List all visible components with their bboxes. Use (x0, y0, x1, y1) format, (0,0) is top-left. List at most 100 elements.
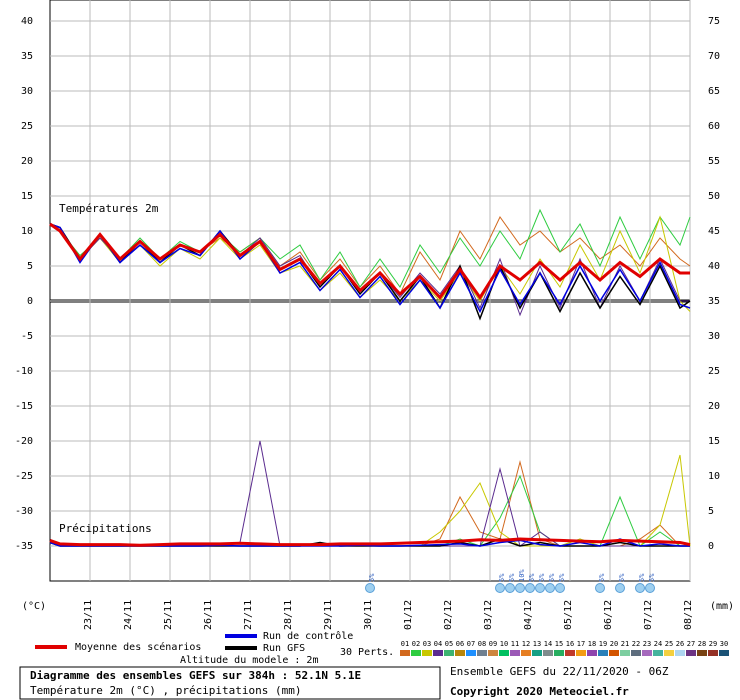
y-tick-label: 20 (21, 156, 33, 167)
snow-label: 5% (618, 573, 626, 582)
member-label: 08 (478, 640, 486, 648)
member-swatch (521, 650, 531, 656)
y2-tick-label: 30 (708, 331, 720, 342)
member-label: 01 (401, 640, 409, 648)
member-swatch (642, 650, 652, 656)
y2-tick-label: 10 (708, 471, 720, 482)
precip-label: Précipitations (59, 522, 152, 535)
lines (49, 208, 691, 547)
y2-tick-label: 75 (708, 16, 720, 27)
member-swatch (686, 650, 696, 656)
snow-label: 5% (558, 573, 566, 582)
x-tick-label: 03/12 (483, 600, 494, 630)
member-label: 24 (654, 640, 662, 648)
member-label: 27 (687, 640, 695, 648)
y-tick-label: -5 (21, 331, 33, 342)
snow-label: 5% (598, 573, 606, 582)
snow-flake (635, 583, 645, 593)
member-label: 19 (599, 640, 607, 648)
y-tick-label: -20 (15, 436, 33, 447)
snow-flake (535, 583, 545, 593)
temp-label: Températures 2m (59, 202, 159, 215)
y2-tick-label: 5 (708, 506, 714, 517)
y-tick-label: -25 (15, 471, 33, 482)
member-swatch (697, 650, 707, 656)
member-swatch (598, 650, 608, 656)
y2-tick-label: 25 (708, 366, 720, 377)
member-temp-line (49, 215, 691, 312)
y-tick-label: 30 (21, 86, 33, 97)
snow-flake (515, 583, 525, 593)
member-label: 18 (588, 640, 596, 648)
member-swatch (499, 650, 509, 656)
snow-flake (365, 583, 375, 593)
x-tick-label: 30/11 (363, 600, 374, 630)
member-swatch (631, 650, 641, 656)
member-label: 17 (577, 640, 585, 648)
member-label: 22 (632, 640, 640, 648)
snow-label: 5% (538, 573, 546, 582)
member-swatch (433, 650, 443, 656)
member-swatch (664, 650, 674, 656)
member-swatch (510, 650, 520, 656)
member-swatch (488, 650, 498, 656)
member-label: 11 (511, 640, 519, 648)
y-unit: (°C) (22, 601, 46, 612)
x-tick-label: 29/11 (323, 600, 334, 630)
member-swatch (400, 650, 410, 656)
y-tick-label: -10 (15, 366, 33, 377)
y-tick-label: -15 (15, 401, 33, 412)
legend-label: Moyenne des scénarios (75, 641, 201, 653)
snow-label: 10% (518, 569, 526, 582)
x-tick-label: 27/11 (243, 600, 254, 630)
y-tick-label: -35 (15, 541, 33, 552)
member-label: 10 (500, 640, 508, 648)
footer-title: Diagramme des ensembles GEFS sur 384h : … (30, 669, 361, 682)
member-swatch (444, 650, 454, 656)
x-tick-label: 23/11 (83, 600, 94, 630)
snow-flake (645, 583, 655, 593)
x-tick-label: 08/12 (683, 600, 694, 630)
member-swatch (477, 650, 487, 656)
member-swatch (466, 650, 476, 656)
member-swatch (532, 650, 542, 656)
y2-tick-label: 45 (708, 226, 720, 237)
member-label: 20 (610, 640, 618, 648)
member-label: 23 (643, 640, 651, 648)
x-tick-label: 05/12 (563, 600, 574, 630)
x-tick-label: 07/12 (643, 600, 654, 630)
member-label: 12 (522, 640, 530, 648)
perts-label: 30 Perts. (340, 647, 394, 658)
member-label: 29 (709, 640, 717, 648)
snow-flake (545, 583, 555, 593)
y-tick-label: 0 (27, 296, 33, 307)
temp-line (49, 223, 691, 314)
snow-flake (595, 583, 605, 593)
temp-line (49, 222, 690, 301)
member-label: 15 (555, 640, 563, 648)
member-label: 09 (489, 640, 497, 648)
member-swatch (455, 650, 465, 656)
member-swatch (609, 650, 619, 656)
run-info: Ensemble GEFS du 22/11/2020 - 06Z (450, 665, 669, 678)
y2-tick-label: 0 (708, 541, 714, 552)
grid (50, 0, 691, 581)
snow-flake (495, 583, 505, 593)
member-label: 06 (456, 640, 464, 648)
y2-unit: (mm) (710, 601, 734, 612)
member-label: 21 (621, 640, 629, 648)
member-label: 28 (698, 640, 706, 648)
copyright: Copyright 2020 Meteociel.fr (450, 685, 629, 698)
x-tick-label: 28/11 (283, 600, 294, 630)
snow-flake (525, 583, 535, 593)
x-tick-label: 26/11 (203, 600, 214, 630)
member-swatch (675, 650, 685, 656)
legend-label: Run de contrôle (263, 630, 353, 642)
x-tick-label: 06/12 (603, 600, 614, 630)
member-swatch (620, 650, 630, 656)
y2-tick-label: 70 (708, 51, 720, 62)
x-tick-label: 24/11 (123, 600, 134, 630)
y2-tick-label: 15 (708, 436, 720, 447)
